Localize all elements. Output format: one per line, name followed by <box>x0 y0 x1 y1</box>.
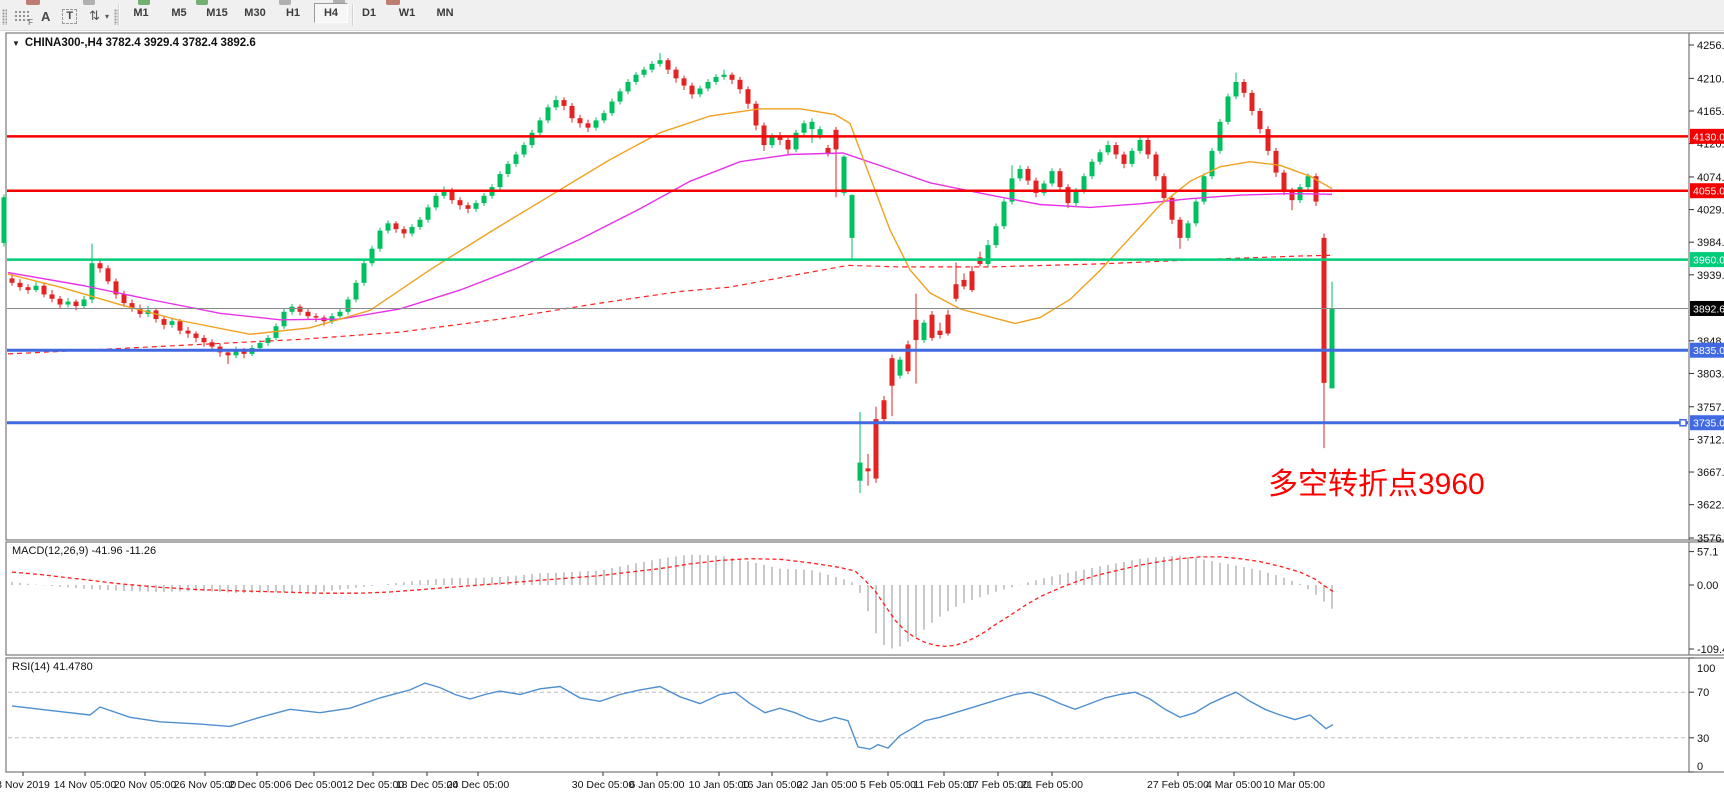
svg-text:30 Dec 05:00: 30 Dec 05:00 <box>572 779 635 791</box>
cropped-icon <box>83 0 95 5</box>
svg-text:70: 70 <box>1697 687 1709 699</box>
svg-text:3984.0: 3984.0 <box>1697 237 1724 249</box>
svg-text:18 Dec 05:00: 18 Dec 05:00 <box>396 779 459 791</box>
svg-text:4256.0: 4256.0 <box>1697 40 1724 52</box>
toolbar-drag-handle[interactable] <box>2 9 7 25</box>
symbol-dropdown-icon[interactable]: ▼ <box>12 39 20 48</box>
svg-text:3622.0: 3622.0 <box>1697 500 1724 512</box>
svg-text:12 Dec 05:00: 12 Dec 05:00 <box>342 779 405 791</box>
svg-text:16 Jan 05:00: 16 Jan 05:00 <box>742 779 803 791</box>
svg-text:21 Feb 05:00: 21 Feb 05:00 <box>1021 779 1083 791</box>
svg-text:30: 30 <box>1697 733 1709 745</box>
svg-text:17 Feb 05:00: 17 Feb 05:00 <box>967 779 1029 791</box>
svg-text:4 Mar 05:00: 4 Mar 05:00 <box>1206 779 1262 791</box>
macd-indicator-label: MACD(12,26,9) -41.96 -11.26 <box>12 545 157 557</box>
svg-text:4074.0: 4074.0 <box>1697 172 1724 184</box>
timeframe-d1-button[interactable]: D1 <box>361 7 377 19</box>
timeframe-toolbar: M1 M5 M15 M30 H1 H4 D1 W1 MN <box>124 3 462 23</box>
cropped-icon <box>26 0 40 5</box>
svg-text:10 Jan 05:00: 10 Jan 05:00 <box>689 779 750 791</box>
svg-text:3835.0: 3835.0 <box>1693 345 1724 357</box>
timeframe-m1-button[interactable]: M1 <box>133 7 149 19</box>
chart-text-annotation[interactable]: 多空转折点3960 <box>1268 468 1485 501</box>
svg-text:20 Nov 05:00: 20 Nov 05:00 <box>114 779 177 791</box>
svg-text:3803.0: 3803.0 <box>1697 368 1724 380</box>
svg-text:3757.0: 3757.0 <box>1697 402 1724 414</box>
timeframe-mn-button[interactable]: MN <box>436 7 454 19</box>
chart-canvas[interactable]: 57.1 0.00 -109.43 100 70 30 0 4256.0 4210.0 416… <box>0 30 1724 793</box>
macd-layer: 57.1 0.00 -109.43 <box>11 547 1724 656</box>
svg-text:3576.0: 3576.0 <box>1697 533 1724 545</box>
timeframe-h1-button[interactable]: H1 <box>285 7 301 19</box>
svg-text:6 Jan 05:00: 6 Jan 05:00 <box>630 779 685 791</box>
timeframe-m30-button[interactable]: M30 <box>244 7 266 19</box>
svg-text:3960.0: 3960.0 <box>1693 255 1724 267</box>
dropdown-caret-icon[interactable]: ▾ <box>105 11 110 21</box>
timeframe-h4-button[interactable]: H4 <box>314 3 348 23</box>
svg-text:3735.0: 3735.0 <box>1693 418 1724 430</box>
svg-text:5 Feb 05:00: 5 Feb 05:00 <box>860 779 916 791</box>
svg-text:3667.0: 3667.0 <box>1697 467 1724 479</box>
svg-text:0.00: 0.00 <box>1697 580 1718 592</box>
svg-text:3892.6: 3892.6 <box>1693 303 1724 315</box>
svg-text:6 Dec 05:00: 6 Dec 05:00 <box>286 779 343 791</box>
svg-text:100: 100 <box>1697 663 1715 675</box>
toolbar-drag-handle-2[interactable] <box>114 9 119 25</box>
horizontal-object-lines[interactable] <box>7 135 1688 427</box>
cropped-icon <box>333 0 345 5</box>
svg-text:-109.43: -109.43 <box>1697 644 1724 656</box>
timeframe-w1-button[interactable]: W1 <box>398 7 416 19</box>
rsi-indicator-label: RSI(14) 41.4780 <box>12 661 93 673</box>
rsi-layer: 100 70 30 0 <box>11 657 1715 773</box>
svg-text:10 Mar 05:00: 10 Mar 05:00 <box>1263 779 1325 791</box>
svg-text:4165.0: 4165.0 <box>1697 106 1724 118</box>
font-icon[interactable]: A <box>41 8 51 24</box>
svg-text:27 Feb 05:00: 27 Feb 05:00 <box>1147 779 1209 791</box>
timeframe-m5-button[interactable]: M5 <box>171 7 187 19</box>
chart-grid-icon-letter: F <box>28 17 33 27</box>
symbol-ohlc-text: CHINA300-,H4 3782.4 3929.4 3782.4 3892.6 <box>24 37 256 49</box>
indicator-level-lines <box>8 691 1688 739</box>
cropped-icon <box>138 0 150 5</box>
svg-text:26 Nov 05:00: 26 Nov 05:00 <box>174 779 237 791</box>
candles-layer <box>1 52 1335 494</box>
cropped-icon <box>386 0 400 5</box>
panel-borders <box>5 32 1724 773</box>
svg-text:4210.0: 4210.0 <box>1697 73 1724 85</box>
toolbar: F A T ⇅ ▾ M1 M5 M15 M30 H1 H4 D1 W1 MN <box>0 0 1724 31</box>
chart-title[interactable]: ▼ CHINA300-,H4 3782.4 3929.4 3782.4 3892.… <box>12 37 256 49</box>
svg-text:0: 0 <box>1697 761 1703 773</box>
toolbar-separator-2 <box>352 4 353 26</box>
svg-text:4130.0: 4130.0 <box>1693 131 1724 143</box>
chart-grid-icon[interactable]: F <box>14 9 33 27</box>
svg-text:4055.0: 4055.0 <box>1693 186 1724 198</box>
svg-text:24 Dec 05:00: 24 Dec 05:00 <box>447 779 510 791</box>
svg-text:4029.0: 4029.0 <box>1697 205 1724 217</box>
toolbar-separator <box>118 4 119 26</box>
svg-text:14 Nov 05:00: 14 Nov 05:00 <box>54 779 117 791</box>
cropped-icon <box>196 0 208 5</box>
svg-text:3939.0: 3939.0 <box>1697 270 1724 282</box>
svg-text:3712.0: 3712.0 <box>1697 434 1724 446</box>
svg-text:8 Nov 2019: 8 Nov 2019 <box>0 779 50 791</box>
svg-text:22 Jan 05:00: 22 Jan 05:00 <box>797 779 858 791</box>
price-axis[interactable]: 4256.04210.04165.04120.04074.04029.03984… <box>1689 40 1724 545</box>
cropped-icon <box>279 0 291 5</box>
svg-text:57.1: 57.1 <box>1697 547 1718 559</box>
cursor-tools-icon[interactable]: ⇅ <box>89 8 100 23</box>
svg-text:2 Dec 05:00: 2 Dec 05:00 <box>229 779 286 791</box>
moving-averages-layer <box>7 108 1333 355</box>
timeframe-m15-button[interactable]: M15 <box>206 7 228 19</box>
svg-text:11 Feb 05:00: 11 Feb 05:00 <box>913 779 974 791</box>
text-object-icon[interactable]: T <box>62 8 78 24</box>
